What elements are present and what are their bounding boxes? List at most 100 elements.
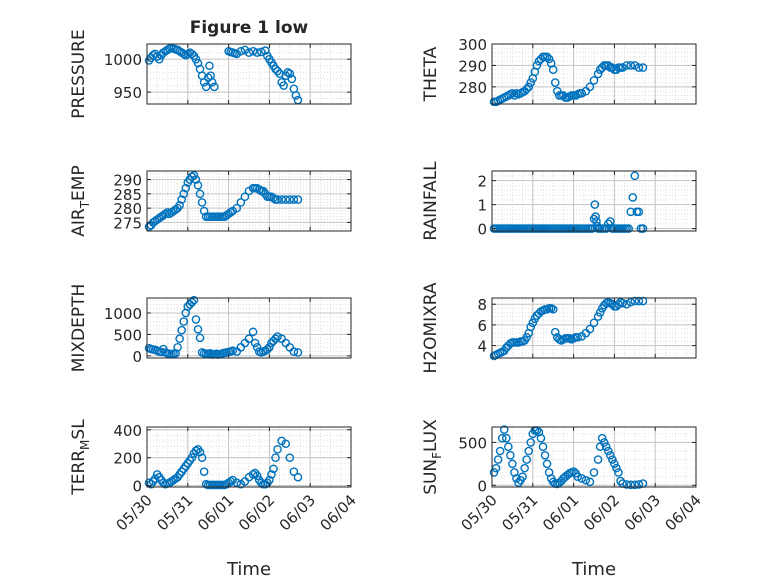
data-point xyxy=(193,180,203,190)
data-point xyxy=(524,82,534,92)
y-tick-label: 1 xyxy=(477,197,487,215)
data-point xyxy=(506,450,515,460)
data-point xyxy=(199,467,209,476)
y-axis-label: PRESSURE xyxy=(69,29,89,118)
data-point xyxy=(232,478,242,488)
data-point xyxy=(240,192,250,202)
data-point xyxy=(163,208,172,217)
data-point xyxy=(252,48,262,57)
data-point xyxy=(191,175,201,184)
data-point xyxy=(603,446,613,456)
data-point xyxy=(267,470,276,479)
y-tick-label: 280 xyxy=(113,200,142,218)
data-point xyxy=(540,450,550,460)
y-axis-label: H2OMIXRA xyxy=(421,282,441,373)
data-point xyxy=(638,63,648,72)
data-point xyxy=(193,324,203,334)
data-point xyxy=(630,61,640,70)
y-axis-label: AIRTEMP xyxy=(69,165,92,236)
x-tick-label: 05/31 xyxy=(153,491,196,534)
data-point xyxy=(244,48,254,57)
data-point xyxy=(187,453,197,462)
axes-frame xyxy=(491,426,697,488)
data-point xyxy=(626,207,636,217)
y-tick-label: 500 xyxy=(458,434,487,452)
data-point xyxy=(608,299,617,309)
data-point xyxy=(638,224,648,233)
data-point xyxy=(191,315,201,324)
data-point xyxy=(277,195,286,204)
data-point xyxy=(189,170,199,180)
data-point xyxy=(634,480,644,489)
data-point xyxy=(538,442,548,452)
subplot-rainfall: 0 1 2 RAINFALL xyxy=(421,161,697,241)
data-point xyxy=(265,342,274,352)
data-point xyxy=(148,50,158,60)
axes-frame xyxy=(146,426,352,488)
data-point xyxy=(587,224,597,233)
y-axis-label: TERRMSL xyxy=(69,419,92,496)
y-tick-label: 275 xyxy=(113,214,142,232)
data-point xyxy=(618,63,627,72)
subplot-pressure: 950 1000 PRESSURE xyxy=(69,29,352,119)
data-point xyxy=(273,445,282,454)
data-point xyxy=(191,446,201,456)
data-point xyxy=(254,185,264,194)
figure-title: Figure 1 low xyxy=(190,18,309,38)
axes-frame xyxy=(491,43,697,105)
data-point xyxy=(603,61,613,70)
data-point xyxy=(532,61,542,70)
data-point xyxy=(252,342,262,352)
data-point xyxy=(601,442,611,452)
data-point xyxy=(250,338,260,348)
data-point xyxy=(508,459,517,469)
data-point xyxy=(271,453,280,462)
axes-frame xyxy=(491,170,697,232)
data-point xyxy=(244,334,254,344)
data-point xyxy=(210,82,219,92)
y-tick-label: 6 xyxy=(477,317,487,335)
data-point xyxy=(589,468,599,477)
data-point xyxy=(504,442,513,452)
data-point xyxy=(544,54,554,64)
data-point xyxy=(283,68,293,77)
data-point xyxy=(573,333,582,342)
data-point xyxy=(248,470,258,479)
x-tick-label: 05/30 xyxy=(113,491,156,534)
x-tick-label: 06/03 xyxy=(276,491,319,534)
y-tick-label: 300 xyxy=(458,36,487,54)
x-tick-label: 06/01 xyxy=(539,491,582,534)
data-point xyxy=(289,347,299,356)
data-point xyxy=(177,325,186,335)
data-point xyxy=(585,324,595,334)
data-point xyxy=(614,468,623,477)
x-tick-label: 05/30 xyxy=(458,491,501,534)
data-point xyxy=(201,82,211,92)
subplot-mixdepth: 0 500 1000 MIXDEPTH xyxy=(69,284,352,372)
subplot-theta: 280 290 300 THETA xyxy=(421,36,697,107)
data-point xyxy=(197,453,207,462)
data-point xyxy=(293,348,303,357)
data-point xyxy=(622,299,631,309)
data-point xyxy=(177,195,186,204)
data-point xyxy=(608,455,617,464)
data-point xyxy=(281,439,291,449)
data-point xyxy=(279,81,288,90)
data-point xyxy=(195,333,205,343)
data-point xyxy=(175,200,184,210)
data-point xyxy=(593,312,603,321)
data-point xyxy=(585,82,595,92)
data-point xyxy=(548,477,558,487)
data-point xyxy=(501,433,511,443)
data-point xyxy=(593,455,603,464)
y-tick-label: 280 xyxy=(458,79,487,97)
data-point xyxy=(595,308,605,317)
data-point xyxy=(232,203,242,213)
y-tick-label: 400 xyxy=(113,422,142,440)
data-point xyxy=(163,45,172,55)
data-point xyxy=(522,455,531,464)
data-point xyxy=(618,298,627,308)
data-point xyxy=(252,471,262,481)
data-point xyxy=(256,478,266,488)
